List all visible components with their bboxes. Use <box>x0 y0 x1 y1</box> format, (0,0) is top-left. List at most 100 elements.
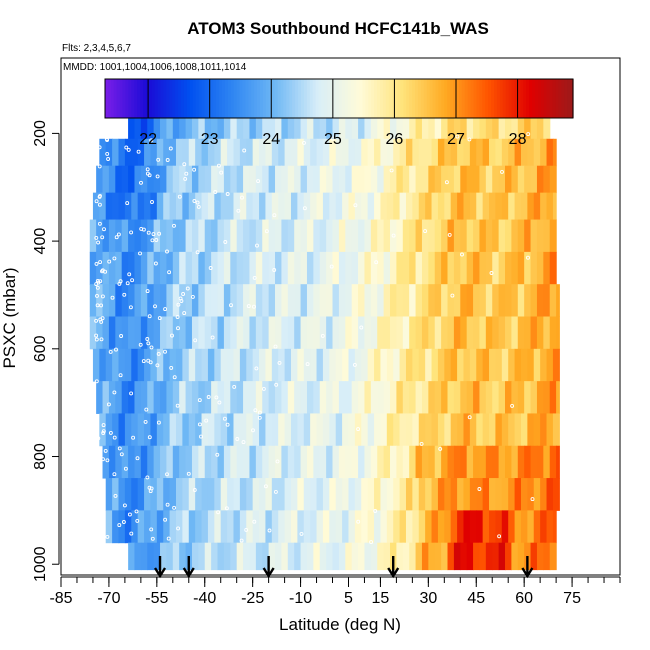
heatmap-cell <box>425 413 433 447</box>
colorbar-segment <box>336 79 340 118</box>
heatmap-cell <box>294 251 302 285</box>
heatmap-cell <box>364 111 372 140</box>
sample-point <box>167 270 172 275</box>
heatmap-cell <box>361 192 369 221</box>
heatmap-cell <box>447 381 455 414</box>
heatmap-cell <box>230 445 238 479</box>
heatmap-cell <box>124 192 132 221</box>
colorbar-segment <box>160 79 165 118</box>
heatmap-cell <box>281 284 289 317</box>
heatmap-cell <box>255 165 263 194</box>
sample-point <box>136 149 141 154</box>
arrow-head <box>154 567 167 579</box>
heatmap-cell <box>118 413 126 447</box>
sample-point <box>153 261 158 266</box>
heatmap-cell <box>214 138 222 167</box>
sample-point <box>172 375 177 380</box>
heatmap-cell <box>431 413 439 447</box>
heatmap-cell <box>364 284 372 317</box>
heatmap-cell <box>390 111 397 140</box>
heatmap-cell <box>322 510 330 544</box>
sample-point <box>236 208 241 213</box>
heatmap-cell <box>469 138 477 167</box>
arrow-head <box>182 567 195 579</box>
heatmap-cell <box>166 251 174 285</box>
heatmap-cell <box>498 381 506 414</box>
heatmap-cell <box>217 542 225 571</box>
heatmap-cell <box>437 348 445 382</box>
colorbar-segment <box>432 79 437 118</box>
heatmap-cell <box>415 316 423 350</box>
heatmap-cell <box>207 138 215 167</box>
sample-point <box>185 286 190 291</box>
colorbar-segment <box>523 79 527 118</box>
sample-point <box>240 195 244 200</box>
arrow-head <box>387 567 400 579</box>
heatmap-cell <box>322 192 330 221</box>
sample-point <box>176 326 180 331</box>
heatmap-cell <box>243 381 251 414</box>
heatmap-cell <box>252 510 260 544</box>
heatmap-cell <box>469 510 477 544</box>
heatmap-cell <box>431 192 439 221</box>
heatmap-cell <box>259 478 267 511</box>
colorbar-segment <box>473 79 478 118</box>
heatmap-cell <box>147 284 155 317</box>
heatmap-cell <box>444 138 452 167</box>
sample-point <box>197 422 202 427</box>
heatmap-cell <box>329 478 337 511</box>
heatmap-cell <box>444 510 452 544</box>
colorbar-segment <box>505 79 510 118</box>
heatmap-cell <box>236 284 244 317</box>
heatmap-cell <box>354 478 362 511</box>
heatmap-cell <box>466 219 474 253</box>
colorbar-segment <box>514 79 519 118</box>
heatmap-cell <box>153 251 161 285</box>
heatmap-cell <box>473 445 481 479</box>
heatmap-cell <box>332 165 340 194</box>
sample-point <box>112 435 117 440</box>
heatmap-cell <box>204 542 212 571</box>
heatmap-cell <box>118 138 126 167</box>
heatmap-cell <box>313 251 321 285</box>
heatmap-cell <box>233 413 241 447</box>
heatmap-cell <box>511 251 519 285</box>
heatmap-cell <box>527 478 535 511</box>
heatmap-cell <box>517 542 525 571</box>
sample-point <box>97 492 102 497</box>
heatmap-cell <box>306 251 314 285</box>
heatmap-cell <box>396 542 404 571</box>
sample-point <box>95 303 100 308</box>
heatmap-cell <box>524 165 532 194</box>
heatmap-cell <box>342 478 350 511</box>
heatmap-cell <box>348 192 356 221</box>
heatmap-cell <box>297 348 305 382</box>
heatmap-cell <box>421 445 429 479</box>
heatmap-cell <box>396 316 404 350</box>
x-tick-label: 15 <box>372 590 390 607</box>
sample-point <box>257 410 262 415</box>
sample-point <box>216 163 221 168</box>
heatmap-cell <box>437 138 445 167</box>
colorbar-segment <box>236 79 241 118</box>
heatmap-cell <box>489 348 497 382</box>
heatmap-cell <box>549 542 557 571</box>
heatmap-cell <box>227 192 235 221</box>
heatmap-cell <box>166 165 174 194</box>
heatmap-cell <box>198 111 206 140</box>
sample-point <box>184 171 189 176</box>
heatmap-cell <box>421 111 429 140</box>
heatmap-cell <box>479 111 487 140</box>
heatmap-cell <box>505 316 512 350</box>
colorbar-segment <box>382 79 387 118</box>
colorbar-segment <box>195 79 200 118</box>
heatmap-cell <box>303 510 311 544</box>
heatmap-cell <box>386 510 394 544</box>
heatmap-cell <box>172 542 180 571</box>
colorbar-segment <box>274 79 279 118</box>
heatmap-cell <box>182 138 190 167</box>
heatmap-cell <box>255 542 263 571</box>
heatmap-cell <box>351 284 359 317</box>
heatmap-cell <box>185 316 193 350</box>
heatmap-cell <box>495 510 503 544</box>
